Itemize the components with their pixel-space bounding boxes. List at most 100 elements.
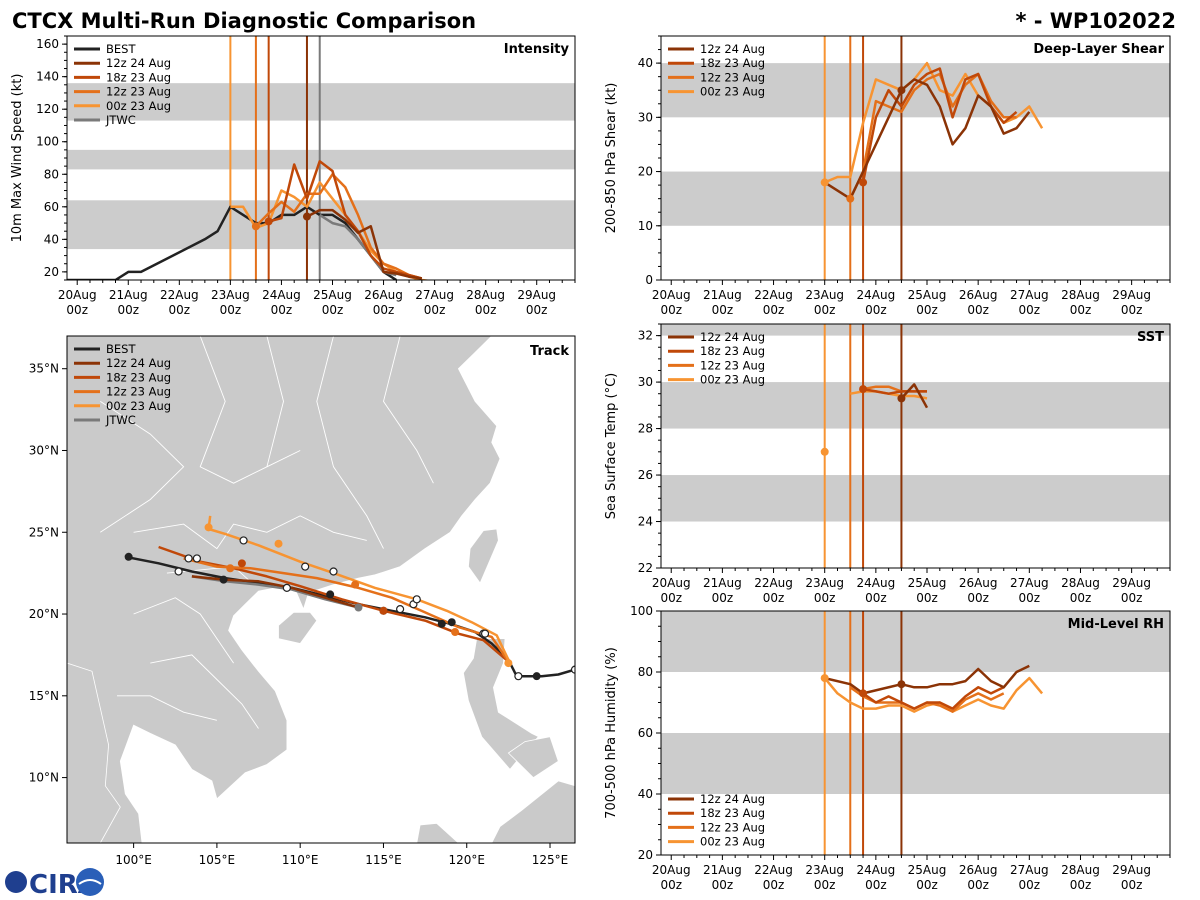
shear-xtick-sublabel: 00z xyxy=(814,303,836,317)
rh-xtick-label: 20Aug xyxy=(652,863,691,877)
shear-xtick-sublabel: 00z xyxy=(660,303,682,317)
shear-xtick-label: 25Aug xyxy=(908,288,947,302)
track-legend-label-18z-23-aug: 18z 23 Aug xyxy=(106,370,171,384)
shear-xtick-sublabel: 00z xyxy=(1070,303,1092,317)
intensity-series-12z-24-aug xyxy=(306,208,422,280)
intensity-series-18z-23-aug xyxy=(268,160,423,280)
shear-band-0 xyxy=(661,171,1170,226)
shear-xtick-label: 22Aug xyxy=(754,288,793,302)
rh-ytick-label: 60 xyxy=(638,726,653,740)
track-border-1 xyxy=(266,336,284,467)
shear-legend-label-18z-23-aug: 18z 23 Aug xyxy=(700,56,765,70)
intensity-xtick-label: 25Aug xyxy=(313,288,352,302)
track-land-hainan xyxy=(278,612,318,644)
shear-series-12z-23-aug xyxy=(849,72,1017,200)
track-border-0 xyxy=(199,336,301,484)
intensity-xtick-label: 22Aug xyxy=(160,288,199,302)
track-point-open-best xyxy=(282,583,291,592)
shear-ytick-label: 10 xyxy=(638,219,653,233)
intensity-xtick-sublabel: 00z xyxy=(322,303,344,317)
track-point-filled-00z-23-aug xyxy=(504,659,513,668)
intensity-xtick-sublabel: 00z xyxy=(117,303,139,317)
rh-xtick-label: 21Aug xyxy=(703,863,742,877)
intensity-marker-18z-23-aug xyxy=(264,217,273,226)
sst-xtick-label: 26Aug xyxy=(959,576,998,590)
sst-ytick-label: 28 xyxy=(638,422,653,436)
sst-marker-00z-23-aug xyxy=(820,447,829,456)
track-point-filled-18z-23-aug xyxy=(237,559,246,568)
rh-ytick-label: 40 xyxy=(638,787,653,801)
intensity-xtick-sublabel: 00z xyxy=(373,303,395,317)
track-line-00z-23-aug xyxy=(207,515,512,664)
shear-series-12z-24-aug xyxy=(824,78,1031,200)
shear-ytick-label: 30 xyxy=(638,110,653,124)
cira-logo-swoosh-icon xyxy=(78,879,102,885)
rh-ylabel: 700-500 hPa Humidity (%) xyxy=(604,647,619,819)
shear-xtick-label: 21Aug xyxy=(703,288,742,302)
track-legend-label-12z-23-aug: 12z 23 Aug xyxy=(106,385,171,399)
rh-xtick-sublabel: 00z xyxy=(660,878,682,892)
intensity-ytick-label: 140 xyxy=(36,70,59,84)
shear-xtick-label: 27Aug xyxy=(1010,288,1049,302)
intensity-band-2 xyxy=(67,83,575,121)
shear-marker-18z-23-aug xyxy=(859,178,868,187)
intensity-panel: 2040608010012014016020Aug00z21Aug00z22Au… xyxy=(10,35,576,317)
sst-band-1 xyxy=(661,382,1170,429)
track-legend-label-12z-24-aug: 12z 24 Aug xyxy=(106,356,171,370)
rh-xtick-sublabel: 00z xyxy=(763,878,785,892)
track-border-8 xyxy=(150,654,259,729)
cira-logo-globe-right-icon xyxy=(76,868,104,896)
track-point-open-00z-23-aug xyxy=(480,629,490,638)
rh-xtick-label: 28Aug xyxy=(1061,863,1100,877)
rh-legend-label-18z-23-aug: 18z 23 Aug xyxy=(700,806,765,820)
cira-logo-globe-left-icon xyxy=(5,871,27,893)
intensity-xtick-label: 20Aug xyxy=(58,288,97,302)
rh-panel: 2040608010020Aug00z21Aug00z22Aug00z23Aug… xyxy=(604,604,1171,892)
intensity-xtick-sublabel: 00z xyxy=(424,303,446,317)
track-border-4 xyxy=(100,401,185,533)
sst-xtick-sublabel: 00z xyxy=(865,591,887,605)
track-land-taiwan xyxy=(467,528,499,584)
sst-marker-12z-24-aug xyxy=(897,394,906,403)
track-point-filled-best xyxy=(447,618,456,627)
track-point-open-00z-23-aug xyxy=(239,536,248,545)
track-point-open-12z-23-aug xyxy=(301,562,310,571)
track-point-filled-12z-23-aug xyxy=(351,580,360,589)
track-point-filled-12z-23-aug xyxy=(226,564,235,573)
sst-panel-title: SST xyxy=(1137,330,1164,345)
intensity-xtick-label: 21Aug xyxy=(109,288,148,302)
sst-legend-label-12z-23-aug: 12z 23 Aug xyxy=(700,358,765,372)
intensity-xtick-label: 24Aug xyxy=(262,288,301,302)
rh-xtick-label: 24Aug xyxy=(857,863,896,877)
track-point-filled-best xyxy=(437,619,446,628)
intensity-xtick-sublabel: 00z xyxy=(526,303,548,317)
intensity-ytick-label: 20 xyxy=(44,265,59,279)
shear-xtick-sublabel: 00z xyxy=(865,303,887,317)
sst-xtick-sublabel: 00z xyxy=(712,591,734,605)
track-point-open-00z-23-aug xyxy=(412,595,421,604)
sst-series-12z-24-aug xyxy=(900,383,929,409)
intensity-ytick-label: 100 xyxy=(36,135,59,149)
rh-xtick-sublabel: 00z xyxy=(712,878,734,892)
sst-xtick-sublabel: 00z xyxy=(916,591,938,605)
track-land-mindanao xyxy=(491,780,575,843)
shear-xtick-label: 29Aug xyxy=(1112,288,1151,302)
sst-xtick-sublabel: 00z xyxy=(1019,591,1041,605)
sst-legend-label-00z-23-aug: 00z 23 Aug xyxy=(700,373,765,387)
rh-xtick-label: 26Aug xyxy=(959,863,998,877)
track-point-filled-00z-23-aug xyxy=(204,523,213,532)
intensity-panel-title: Intensity xyxy=(504,42,570,57)
shear-xtick-label: 20Aug xyxy=(652,288,691,302)
rh-series-18z-23-aug xyxy=(862,686,1005,710)
sst-legend-label-12z-24-aug: 12z 24 Aug xyxy=(700,330,765,344)
shear-xtick-sublabel: 00z xyxy=(916,303,938,317)
intensity-ytick-label: 40 xyxy=(44,232,59,246)
track-point-filled-best xyxy=(532,672,541,681)
sst-xtick-label: 21Aug xyxy=(703,576,742,590)
sst-xtick-sublabel: 00z xyxy=(1070,591,1092,605)
track-line-12z-23-aug xyxy=(183,557,510,663)
rh-xtick-sublabel: 00z xyxy=(814,878,836,892)
track-frame xyxy=(66,335,576,844)
rh-xtick-sublabel: 00z xyxy=(1070,878,1092,892)
rh-legend-label-12z-24-aug: 12z 24 Aug xyxy=(700,792,765,806)
